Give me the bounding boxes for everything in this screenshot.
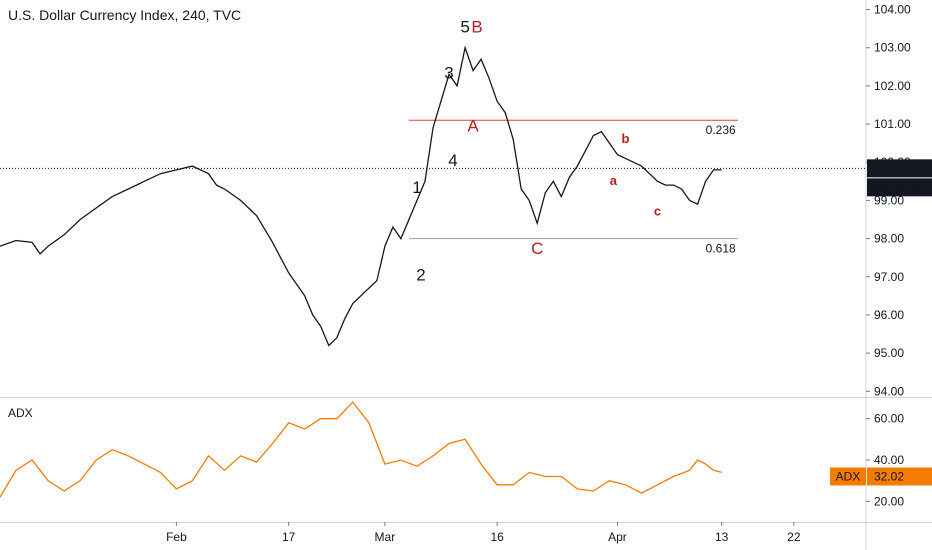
y-tick-label: 94.00 xyxy=(874,384,904,398)
chart-title: U.S. Dollar Currency Index, 240, TVC xyxy=(8,7,242,23)
adx-title: ADX xyxy=(8,406,33,420)
fib-level-label: 0.618 xyxy=(706,242,736,256)
x-tick-label: 16 xyxy=(490,530,504,544)
adx-tick-label: 40.00 xyxy=(874,453,904,467)
y-tick-label: 95.00 xyxy=(874,346,904,360)
x-tick-label: 17 xyxy=(282,530,296,544)
adx-value-label: 32.02 xyxy=(874,469,904,483)
wave-label: 5 xyxy=(460,17,469,36)
y-tick-label: 97.00 xyxy=(874,270,904,284)
adx-tick-label: 60.00 xyxy=(874,412,904,426)
countdown-label: 03:13:14 xyxy=(872,180,919,194)
x-tick-label: 22 xyxy=(787,530,801,544)
wave-label: 4 xyxy=(448,151,457,170)
x-tick-label: Apr xyxy=(608,530,627,544)
adx-tick-label: 20.00 xyxy=(874,494,904,508)
y-tick-label: 102.00 xyxy=(874,79,911,93)
last-price-box xyxy=(867,159,932,178)
wave-label: C xyxy=(531,239,543,258)
y-tick-label: 99.00 xyxy=(874,193,904,207)
y-tick-label: 101.00 xyxy=(874,117,911,131)
price-series-line xyxy=(0,45,722,347)
x-tick-label: Feb xyxy=(166,530,187,544)
y-tick-label: 104.00 xyxy=(874,3,911,17)
fib-level-label: 0.236 xyxy=(706,123,736,137)
wave-label: A xyxy=(467,117,479,136)
countdown-box xyxy=(867,178,932,197)
adx-name-box xyxy=(830,467,866,486)
y-tick-label: 98.00 xyxy=(874,232,904,246)
wave-label: c xyxy=(654,204,661,219)
adx-series-line xyxy=(0,401,722,498)
wave-label: 1 xyxy=(412,178,421,197)
wave-label: a xyxy=(610,173,618,188)
last-price-label: 99.84 xyxy=(874,161,904,175)
wave-label: b xyxy=(621,131,629,146)
adx-value-box xyxy=(867,467,932,486)
x-tick-label: Mar xyxy=(375,530,396,544)
wave-label: B xyxy=(471,17,482,36)
wave-label: 3 xyxy=(444,63,453,82)
y-tick-label: 103.00 xyxy=(874,41,911,55)
x-tick-label: 13 xyxy=(715,530,729,544)
adx-name-label: ADX xyxy=(836,469,861,483)
y-tick-label: 96.00 xyxy=(874,308,904,322)
wave-label: 2 xyxy=(416,266,425,285)
